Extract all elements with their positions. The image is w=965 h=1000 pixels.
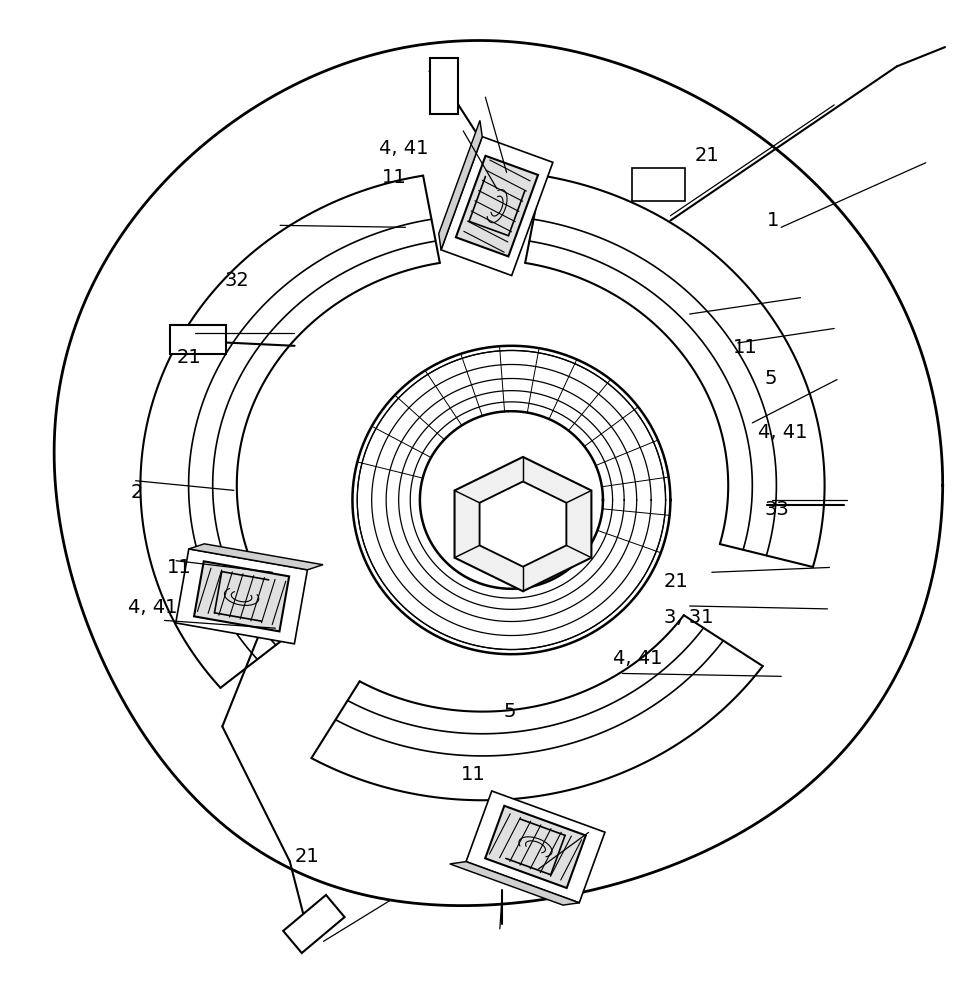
Text: 21: 21 bbox=[294, 847, 319, 866]
Text: 11: 11 bbox=[460, 765, 485, 784]
Polygon shape bbox=[439, 120, 482, 250]
Polygon shape bbox=[455, 457, 592, 591]
Text: 21: 21 bbox=[695, 146, 719, 165]
Text: 5: 5 bbox=[765, 369, 778, 388]
Text: 32: 32 bbox=[225, 271, 249, 290]
Polygon shape bbox=[170, 325, 226, 354]
Text: 33: 33 bbox=[765, 500, 789, 519]
Polygon shape bbox=[450, 862, 579, 905]
Polygon shape bbox=[176, 549, 308, 644]
Text: 21: 21 bbox=[664, 572, 688, 591]
Polygon shape bbox=[632, 168, 685, 201]
Text: 3, 31: 3, 31 bbox=[664, 608, 713, 627]
Polygon shape bbox=[485, 806, 586, 888]
Text: 11: 11 bbox=[167, 558, 191, 577]
Polygon shape bbox=[466, 791, 605, 903]
Text: 4, 41: 4, 41 bbox=[378, 139, 428, 158]
Polygon shape bbox=[189, 544, 323, 570]
Text: 4, 41: 4, 41 bbox=[127, 598, 177, 617]
Text: 11: 11 bbox=[381, 168, 406, 187]
Text: 1: 1 bbox=[767, 211, 779, 230]
Text: 4, 41: 4, 41 bbox=[613, 649, 662, 668]
Polygon shape bbox=[455, 156, 538, 256]
Text: 11: 11 bbox=[733, 338, 758, 357]
Polygon shape bbox=[194, 561, 290, 631]
Text: 21: 21 bbox=[177, 348, 201, 367]
Polygon shape bbox=[441, 137, 553, 276]
Text: 4, 41: 4, 41 bbox=[758, 423, 808, 442]
Polygon shape bbox=[283, 895, 345, 953]
Polygon shape bbox=[480, 481, 566, 567]
Text: 2: 2 bbox=[131, 483, 144, 502]
Text: 5: 5 bbox=[503, 702, 515, 721]
Polygon shape bbox=[429, 58, 458, 114]
